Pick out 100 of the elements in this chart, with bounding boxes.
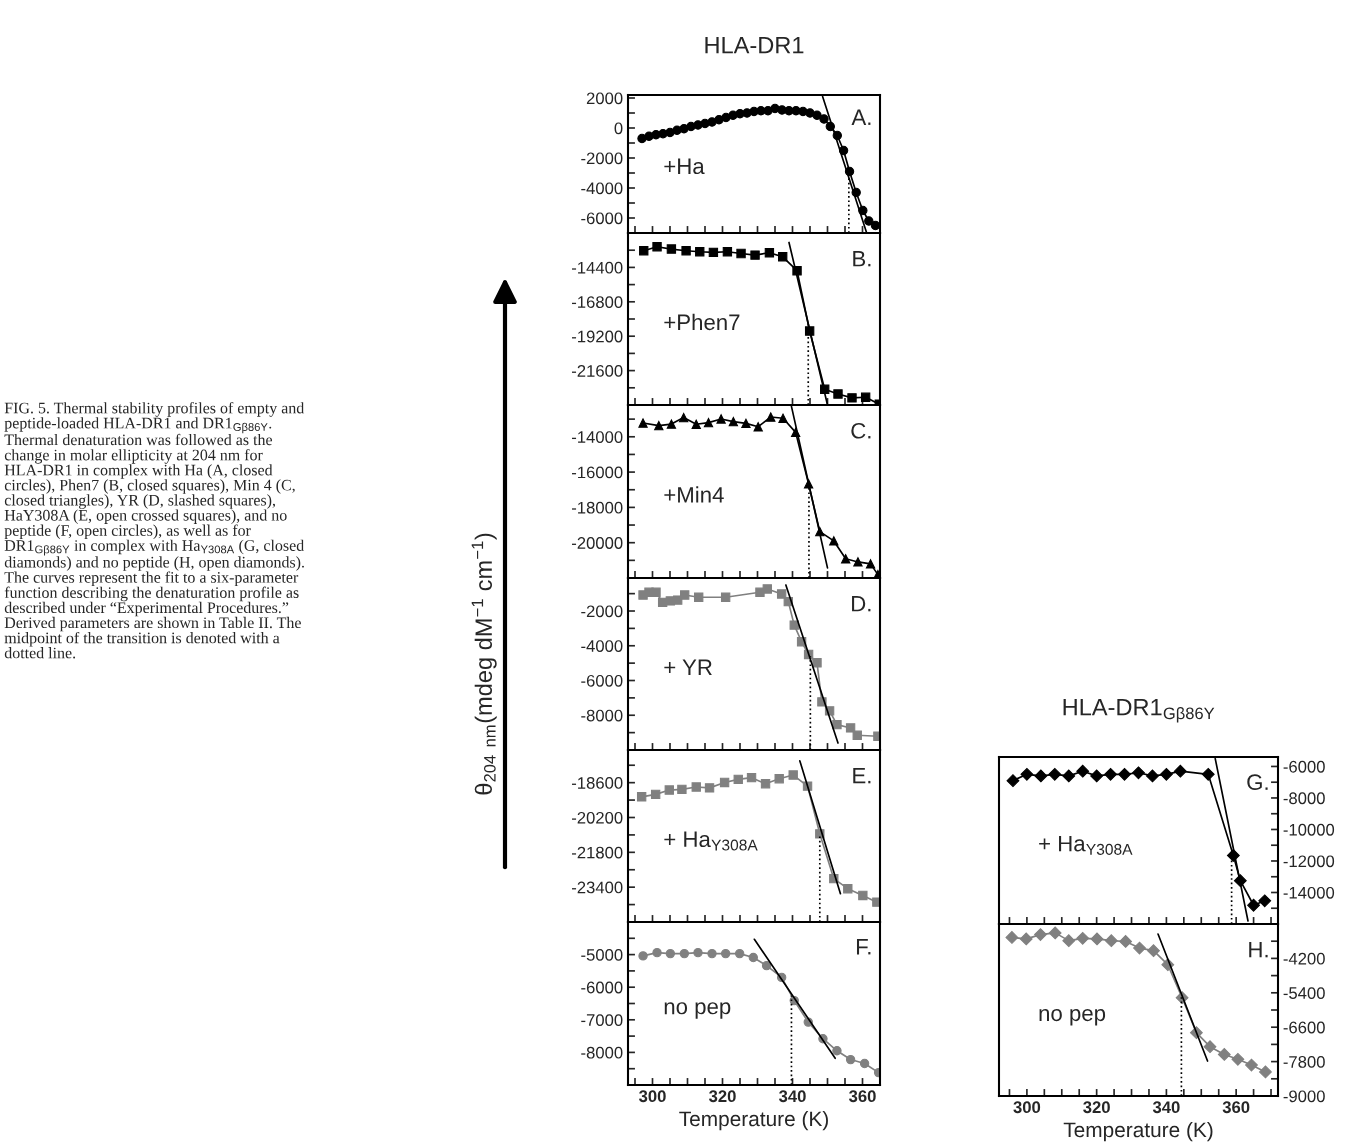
point — [859, 1058, 870, 1069]
x-tick-label: 360 — [848, 1090, 876, 1103]
y-tick-label: -9000 — [1283, 1090, 1325, 1103]
point — [1245, 1058, 1258, 1072]
x-tick-label: 320 — [708, 1090, 736, 1103]
point — [695, 247, 705, 257]
point — [764, 248, 775, 258]
point — [1019, 932, 1033, 946]
annotation: D. — [852, 596, 871, 612]
point — [677, 784, 687, 795]
annotation: + YR — [664, 659, 712, 675]
point — [1147, 944, 1160, 958]
point — [1146, 769, 1159, 783]
point — [1048, 926, 1062, 940]
y-tick-label: -7800 — [1283, 1056, 1325, 1068]
y-tick-label: -7000 — [581, 1014, 623, 1026]
point — [1217, 1048, 1231, 1061]
point — [766, 412, 776, 422]
point — [778, 413, 788, 423]
point — [703, 417, 714, 428]
y-tick-label: -6000 — [581, 674, 623, 687]
y-tick-label: -23400 — [571, 881, 623, 894]
point — [748, 952, 758, 963]
point — [637, 133, 647, 144]
y-tick-label: -8000 — [581, 1046, 623, 1059]
y-tick-label: -12000 — [1283, 855, 1335, 868]
chart-title: HLA-DR1$_{Gβ86Y}$ — [1063, 699, 1215, 723]
x-tick-label: 320 — [1083, 1101, 1110, 1114]
point — [864, 216, 874, 226]
x-tick-label: 300 — [1013, 1101, 1041, 1114]
y-tick-label: -14400 — [571, 261, 623, 274]
point — [776, 589, 787, 599]
point — [762, 584, 772, 594]
chart-title: HLA-DR1 — [705, 37, 804, 54]
point — [1173, 764, 1187, 778]
y-tick-label: -21600 — [571, 365, 623, 377]
y-tick-label: 2000 — [586, 92, 623, 105]
point — [679, 948, 690, 959]
y-tick-label: -16000 — [571, 466, 623, 479]
point — [1118, 767, 1131, 781]
y-tick-label: -16800 — [571, 296, 623, 308]
point — [707, 948, 717, 959]
annotation: G. — [1247, 774, 1268, 791]
point — [845, 723, 856, 733]
annotation: + Ha$_{Y308A}$ — [664, 831, 758, 851]
text: FIG. 5. Thermal stability profiles of empty and peptide-loaded HLA-DR1 and DR1$_{Gβ86Y}$. Thermal denaturation was followed as the change in molar ellipticity at 204 nm for HLA-DR1 in complex with Ha (A, closed circles), Phen7 (B, closed squares), Min 4 (C, closed triangles), YR (D, slashed squares), HaY308A (E, open crossed squares), and no peptide (F, open circles), as well as for DR1$_{Gβ86Y}$ in complex with Ha$_{Y308A}$ (G, closed diamonds) and no peptide (H, open diamonds). The curves represent the fit to a six-parameter function describing the denaturation profile as described under “Experimental Procedures.” Derived parameters are shown in Table II. The midpoint of the transition is denoted with a dotted line. — [4, 402, 305, 659]
y-tick-label: -8000 — [1283, 792, 1325, 805]
point — [1119, 935, 1133, 948]
y-tick-label: -5400 — [1283, 987, 1325, 999]
point — [1090, 769, 1104, 783]
point — [812, 658, 822, 668]
point — [665, 948, 676, 959]
point — [1258, 894, 1272, 908]
point — [665, 127, 675, 138]
point — [733, 774, 743, 785]
x-axis-title: Temperature (K) — [1063, 1121, 1213, 1142]
y-axis-title: θ$_{204 nm}$(mdeg dM$^{−1}$ cm$^{−1}$) — [471, 533, 497, 795]
x-tick-label: 300 — [638, 1090, 666, 1103]
point — [721, 112, 731, 123]
point — [1203, 1040, 1217, 1054]
point — [638, 951, 648, 961]
y-tick-label: -18600 — [571, 777, 623, 789]
point — [1048, 767, 1062, 781]
point — [652, 947, 662, 958]
annotation: no pep — [664, 1002, 731, 1019]
point — [722, 247, 733, 257]
point — [652, 242, 662, 252]
point — [870, 220, 880, 231]
point — [865, 559, 876, 569]
x-tick-label: 340 — [778, 1090, 806, 1103]
y-tick-label: -18000 — [571, 501, 623, 514]
point — [734, 948, 745, 959]
y-tick-label: 0 — [614, 122, 623, 135]
point — [636, 792, 647, 802]
point — [829, 536, 839, 546]
y-tick-label: -21800 — [571, 846, 623, 859]
point — [664, 785, 674, 795]
point — [680, 590, 690, 600]
annotation: no pep — [1039, 1008, 1106, 1026]
point — [860, 392, 871, 402]
point — [832, 719, 842, 730]
y-tick-label: -4000 — [581, 182, 623, 195]
point — [1076, 931, 1090, 945]
annotation: +Phen7 — [664, 313, 740, 331]
point — [1076, 764, 1090, 778]
y-tick-label: -6000 — [581, 212, 623, 225]
point — [1005, 931, 1019, 944]
point — [650, 789, 661, 800]
y-tick-label: -4000 — [581, 640, 623, 652]
point — [761, 961, 772, 971]
point — [719, 777, 730, 788]
annotation: H. — [1249, 942, 1268, 958]
point — [1259, 1065, 1272, 1079]
point — [1133, 941, 1146, 955]
annotation: +Min4 — [664, 486, 724, 503]
y-tick-label: -14000 — [1283, 886, 1335, 899]
point — [1062, 934, 1076, 948]
point — [750, 250, 760, 260]
point — [833, 389, 843, 399]
point — [1034, 769, 1048, 783]
